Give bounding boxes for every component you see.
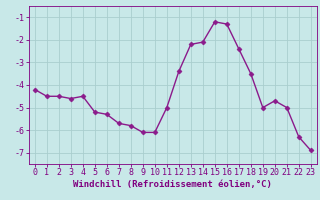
X-axis label: Windchill (Refroidissement éolien,°C): Windchill (Refroidissement éolien,°C)	[73, 180, 272, 189]
